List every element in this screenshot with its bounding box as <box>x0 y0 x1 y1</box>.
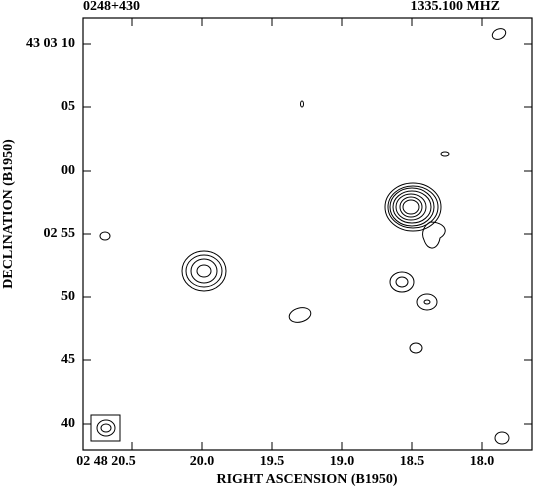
x-tick-label: 18.0 <box>470 454 495 469</box>
x-tick-label: 18.5 <box>400 454 425 469</box>
y-tick-label: 45 <box>61 352 75 367</box>
plot-frame <box>82 17 533 451</box>
x-tick-label: 19.0 <box>330 454 355 469</box>
y-tick-label: 50 <box>61 289 75 304</box>
source-name: 0248+430 <box>83 0 140 14</box>
y-tick-label: 43 03 10 <box>26 36 75 51</box>
x-axis-label: RIGHT ASCENSION (B1950) <box>216 472 397 487</box>
y-axis-label: DECLINATION (B1950) <box>1 139 16 289</box>
x-tick-label: 19.5 <box>260 454 285 469</box>
contours <box>90 28 510 445</box>
x-tick-label: 20.0 <box>190 454 215 469</box>
y-tick-label: 00 <box>61 163 75 178</box>
y-tick-label: 02 55 <box>44 226 76 241</box>
y-tick-label: 05 <box>61 99 75 114</box>
y-tick-label: 40 <box>61 416 75 431</box>
x-tick-label: 02 48 20.5 <box>76 454 136 469</box>
frequency: 1335.100 MHZ <box>411 0 500 14</box>
